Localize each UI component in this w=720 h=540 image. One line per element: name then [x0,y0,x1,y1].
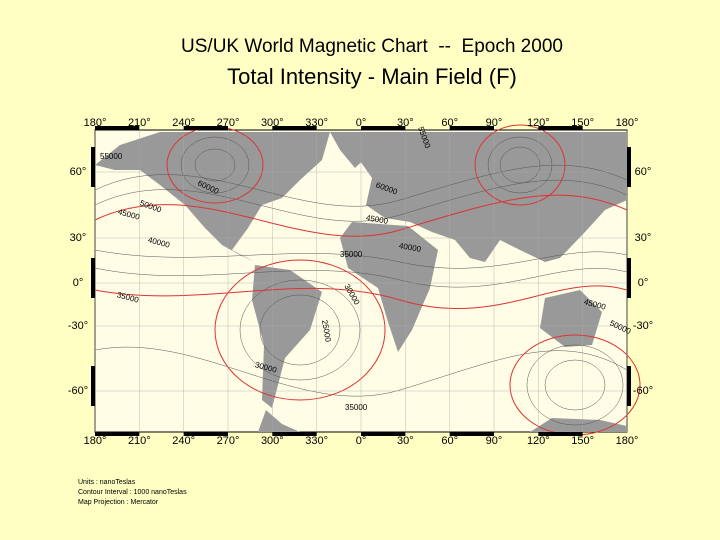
longitude-top: 180° 210° 240° 270° 300° 330° 0° 30° 60° 90° 120° 1… [84,117,639,129]
contour-label: 55000 [100,152,123,161]
longitude-label: 240° [172,117,195,129]
longitude-label: 300° [261,435,284,447]
longitude-label: 60° [441,117,458,129]
longitude-bottom: 180° 210° 240° 270° 300° 330° 0° 30° 60° 90° 120° 1… [84,435,639,447]
latitude-label: -30° [633,320,653,332]
latitude-label: -60° [68,385,88,397]
latitude-label: 0° [638,277,649,289]
longitude-label: 180° [84,117,107,129]
longitude-label: 180° [616,435,639,447]
longitude-label: 30° [397,435,414,447]
longitude-label: 120° [527,435,550,447]
map: 180° 210° 240° 270° 300° 330° 0° 30° 60° 90° 120° 1… [68,117,653,447]
border-block [183,432,228,436]
longitude-label: 270° [217,117,240,129]
longitude-label: 210° [128,117,151,129]
footer-note: Contour Interval : 1000 nanoTeslas [78,489,187,496]
longitude-label: 0° [356,435,367,447]
border-block [627,258,631,298]
border-block [91,258,95,298]
latitude-label: 30° [635,232,652,244]
border-block [449,126,494,130]
contours [94,136,628,426]
border-block [538,432,583,436]
longitude-label: 180° [84,435,107,447]
contours-major [94,124,641,436]
longitude-label: 180° [616,117,639,129]
border-block [91,366,95,406]
latitude-label: 60° [635,166,652,178]
contour-label: 35000 [345,403,368,412]
longitude-label: 90° [486,117,503,129]
latitude-label: -60° [633,385,653,397]
border-block [95,432,140,436]
latitude-label: -30° [68,320,88,332]
border-block [449,432,494,436]
longitude-label: 330° [305,117,328,129]
border [91,126,631,436]
latitude-label: 0° [73,277,84,289]
border-block [91,147,95,187]
border-block [95,126,140,130]
longitude-label: 150° [571,117,594,129]
longitude-label: 300° [261,117,284,129]
border-block [183,126,228,130]
border-block [361,126,406,130]
longitude-label: 30° [397,117,414,129]
longitude-label: 210° [128,435,151,447]
border-block [627,366,631,406]
border-block [627,147,631,187]
longitude-label: 150° [571,435,594,447]
south-america [252,265,322,408]
longitude-label: 90° [486,435,503,447]
africa [340,222,438,352]
latitude-label: 60° [70,166,87,178]
footer-note: Map Projection : Mercator [78,499,159,506]
border-block [538,126,583,130]
subtitle: Total Intensity - Main Field (F) [227,64,517,89]
contour-label: 40000 [398,241,422,254]
longitude-label: 330° [305,435,328,447]
longitude-label: 120° [527,117,550,129]
longitude-label: 240° [172,435,195,447]
contour-label: 45000 [365,213,389,226]
north-america [95,132,330,262]
border-block [272,432,317,436]
latitude-label: 30° [70,232,87,244]
title: US/UK World Magnetic Chart -- Epoch 2000 [181,36,563,57]
longitude-label: 0° [356,117,367,129]
contour-label: 35000 [340,250,363,259]
footer-note: Units : nanoTeslas [78,479,136,486]
longitude-label: 60° [441,435,458,447]
longitude-label: 270° [217,435,240,447]
contour-label: 25000 [320,319,333,343]
australia [540,290,602,347]
border-block [361,432,406,436]
border-block [272,126,317,130]
